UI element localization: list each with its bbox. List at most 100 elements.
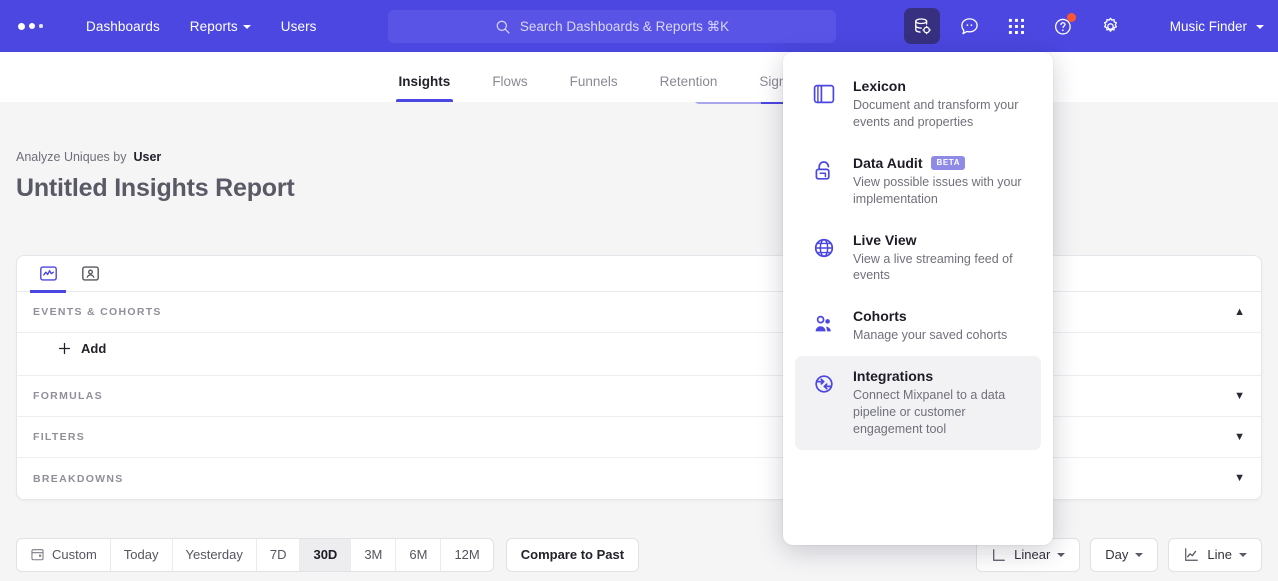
panel-item-data-audit[interactable]: Data Audit BETA View possible issues wit… <box>795 143 1041 220</box>
nav-item-dashboards[interactable]: Dashboards <box>78 13 168 40</box>
tab-flows-label: Flows <box>492 74 528 89</box>
add-event-label: Add <box>81 341 107 356</box>
date-range-30d[interactable]: 30D <box>300 538 352 571</box>
person-icon <box>81 266 99 281</box>
chevron-down-icon <box>1239 552 1247 557</box>
nav-item-reports-label: Reports <box>189 18 238 34</box>
date-range-yesterday[interactable]: Yesterday <box>173 538 257 571</box>
date-range-6m[interactable]: 6M <box>396 538 442 571</box>
date-range-today[interactable]: Today <box>111 538 173 571</box>
section-label-breakdowns: BREAKDOWNS <box>33 472 124 485</box>
report-type-tabs: Insights Flows Funnels Retention Signal … <box>0 52 1278 102</box>
tab-funnels[interactable]: Funnels <box>549 74 639 102</box>
panel-item-cohorts[interactable]: Cohorts Manage your saved cohorts <box>795 296 1041 356</box>
date-range-3m-label: 3M <box>364 547 383 562</box>
section-label-events-cohorts: EVENTS & COHORTS <box>33 306 162 318</box>
analyze-value[interactable]: User <box>133 150 162 164</box>
chat-bubble-icon-button[interactable] <box>951 8 987 44</box>
date-range-12m-label: 12M <box>454 547 480 562</box>
panel-item-live-view[interactable]: Live View View a live streaming feed of … <box>795 220 1041 297</box>
date-range-custom[interactable]: Custom <box>17 538 111 571</box>
chevron-down-icon[interactable]: ▼ <box>1234 389 1245 402</box>
integrations-icon <box>809 368 839 397</box>
panel-item-data-audit-desc: View possible issues with your implement… <box>853 174 1022 206</box>
metrics-tab[interactable] <box>30 259 66 293</box>
help-icon-button[interactable] <box>1045 8 1081 44</box>
panel-item-integrations-desc: Connect Mixpanel to a data pipeline or c… <box>853 388 1006 436</box>
panel-item-lexicon[interactable]: Lexicon Document and transform your even… <box>795 66 1041 143</box>
chat-bubble-icon <box>960 17 978 34</box>
people-icon <box>809 308 839 337</box>
account-switcher[interactable]: Music Finder <box>1170 0 1264 52</box>
chevron-down-icon <box>1057 552 1066 557</box>
section-header-events-cohorts[interactable]: EVENTS & COHORTS ▲ <box>17 292 1261 333</box>
nav-item-users[interactable]: Users <box>273 13 325 40</box>
apps-grid-icon-button[interactable] <box>998 8 1034 44</box>
panel-item-data-audit-text: Data Audit BETA View possible issues wit… <box>853 155 1027 208</box>
interval-label: Day <box>1105 547 1129 562</box>
top-navigation-bar: Dashboards Reports Users Search Dashboar… <box>0 0 1278 52</box>
date-range-yesterday-label: Yesterday <box>185 547 243 562</box>
section-body-events-cohorts: Add <box>17 333 1261 376</box>
panel-item-cohorts-title: Cohorts <box>853 308 907 325</box>
calendar-icon <box>31 549 44 561</box>
tab-insights-label: Insights <box>398 74 451 89</box>
panel-item-lexicon-title: Lexicon <box>853 78 906 94</box>
panel-item-integrations[interactable]: Integrations Connect Mixpanel to a data … <box>795 356 1041 450</box>
chart-type-label: Line <box>1207 547 1232 562</box>
data-management-icon <box>914 17 931 34</box>
tab-funnels-label: Funnels <box>569 74 618 89</box>
linear-scale-icon <box>993 548 1006 561</box>
date-range-12m[interactable]: 12M <box>441 539 492 571</box>
date-range-today-label: Today <box>123 547 159 562</box>
panel-item-live-view-desc: View a live streaming feed of events <box>853 251 1013 283</box>
date-range-6m-label: 6M <box>409 547 428 562</box>
date-range-7d[interactable]: 7D <box>257 538 301 571</box>
settings-icon-button[interactable] <box>1092 8 1128 44</box>
panel-item-live-view-title: Live View <box>853 231 917 248</box>
globe-icon <box>809 232 839 261</box>
global-search-placeholder: Search Dashboards & Reports ⌘K <box>519 18 730 34</box>
interval-selector[interactable]: Day <box>1090 537 1159 572</box>
apps-grid-icon <box>1008 18 1024 34</box>
chevron-up-icon[interactable]: ▲ <box>1234 305 1245 318</box>
tab-insights[interactable]: Insights <box>378 74 472 102</box>
chevron-down-icon[interactable]: ▼ <box>1234 472 1245 484</box>
panel-item-live-view-text: Live View View a live streaming feed of … <box>853 232 1027 285</box>
panel-item-cohorts-text: Cohorts Manage your saved cohorts <box>853 308 1007 344</box>
line-chart-icon <box>1185 548 1199 561</box>
chevron-down-icon[interactable]: ▼ <box>1234 430 1245 443</box>
tab-retention-label: Retention <box>659 74 718 89</box>
chevron-down-icon <box>1135 552 1144 557</box>
page-title[interactable]: Untitled Insights Report <box>16 174 295 202</box>
tab-retention[interactable]: Retention <box>639 74 739 102</box>
analyze-prefix: Analyze Uniques by <box>16 150 127 164</box>
beta-badge: BETA <box>931 155 966 170</box>
global-search-input[interactable]: Search Dashboards & Reports ⌘K <box>388 10 836 43</box>
section-header-formulas[interactable]: FORMULAS ▼ <box>17 376 1261 417</box>
chevron-down-icon <box>1256 25 1264 29</box>
chevron-down-icon <box>242 25 251 29</box>
section-header-filters[interactable]: FILTERS ▼ <box>17 417 1261 458</box>
panel-item-integrations-title: Integrations <box>853 368 934 385</box>
section-label-formulas: FORMULAS <box>33 390 103 402</box>
data-management-dropdown-panel: Lexicon Document and transform your even… <box>783 52 1053 545</box>
data-management-icon-button[interactable] <box>904 8 940 44</box>
chart-type-selector[interactable]: Line <box>1168 537 1262 572</box>
tab-flows[interactable]: Flows <box>471 74 548 102</box>
scale-label: Linear <box>1014 547 1051 562</box>
query-builder-tabs <box>17 256 1261 293</box>
section-header-breakdowns[interactable]: BREAKDOWNS ▼ <box>17 458 1261 499</box>
mixpanel-logo[interactable] <box>18 22 64 30</box>
nav-item-reports[interactable]: Reports <box>182 13 259 40</box>
compare-to-past-button[interactable]: Compare to Past <box>505 537 640 572</box>
plus-icon <box>58 342 71 355</box>
chart-toolbar: Custom Today Yesterday 7D 30D 3M 6M 12M … <box>16 528 1262 581</box>
nav-item-users-label: Users <box>280 18 317 34</box>
date-range-custom-label: Custom <box>52 547 97 562</box>
gear-icon <box>1103 17 1117 32</box>
add-event-button[interactable]: Add <box>57 341 106 356</box>
users-tab[interactable] <box>75 259 105 289</box>
date-range-3m[interactable]: 3M <box>351 538 397 571</box>
